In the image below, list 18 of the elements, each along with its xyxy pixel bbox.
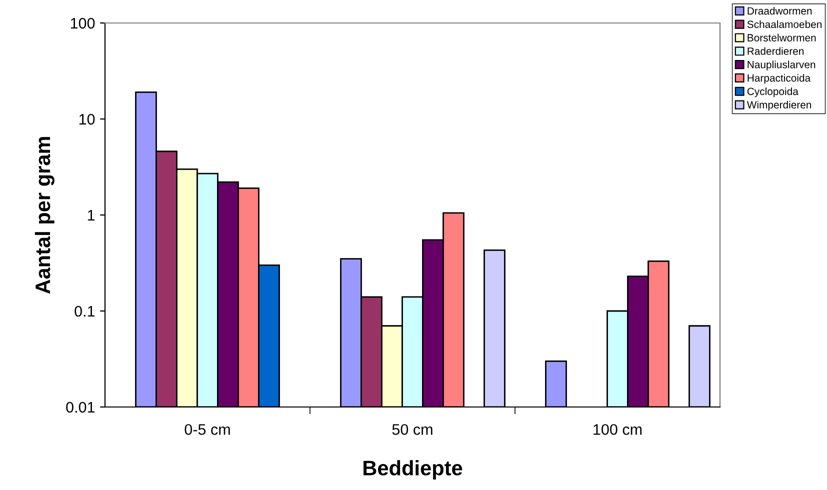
y-tick-label: 0.01 xyxy=(66,402,95,413)
legend-label: Naupliuslarven xyxy=(748,60,816,70)
x-axis-title: Beddiepte xyxy=(364,460,462,480)
legend-label: Raderdieren xyxy=(748,47,804,55)
legend-label: Draadwormen xyxy=(748,6,812,15)
legend-label: Schaalamoeben xyxy=(747,20,822,28)
x-tick-label: 0-5 cm xyxy=(184,424,230,435)
y-tick-label: 10 xyxy=(79,114,95,125)
legend-label: Wimperdieren xyxy=(746,100,812,111)
y-tick-label: 0.1 xyxy=(74,306,95,317)
y-tick-label: 1 xyxy=(88,210,95,221)
x-tick-label: 100 cm xyxy=(594,424,642,435)
x-tick-label: 50 cm xyxy=(392,424,432,435)
legend-label: Harpacticoida xyxy=(748,74,811,84)
y-axis-title: Aantal per gram xyxy=(34,136,54,294)
legend-label: Borstelwormen xyxy=(748,34,816,42)
y-tick-label: 100 xyxy=(70,18,95,29)
legend-label: Cyclopoida xyxy=(747,87,798,98)
